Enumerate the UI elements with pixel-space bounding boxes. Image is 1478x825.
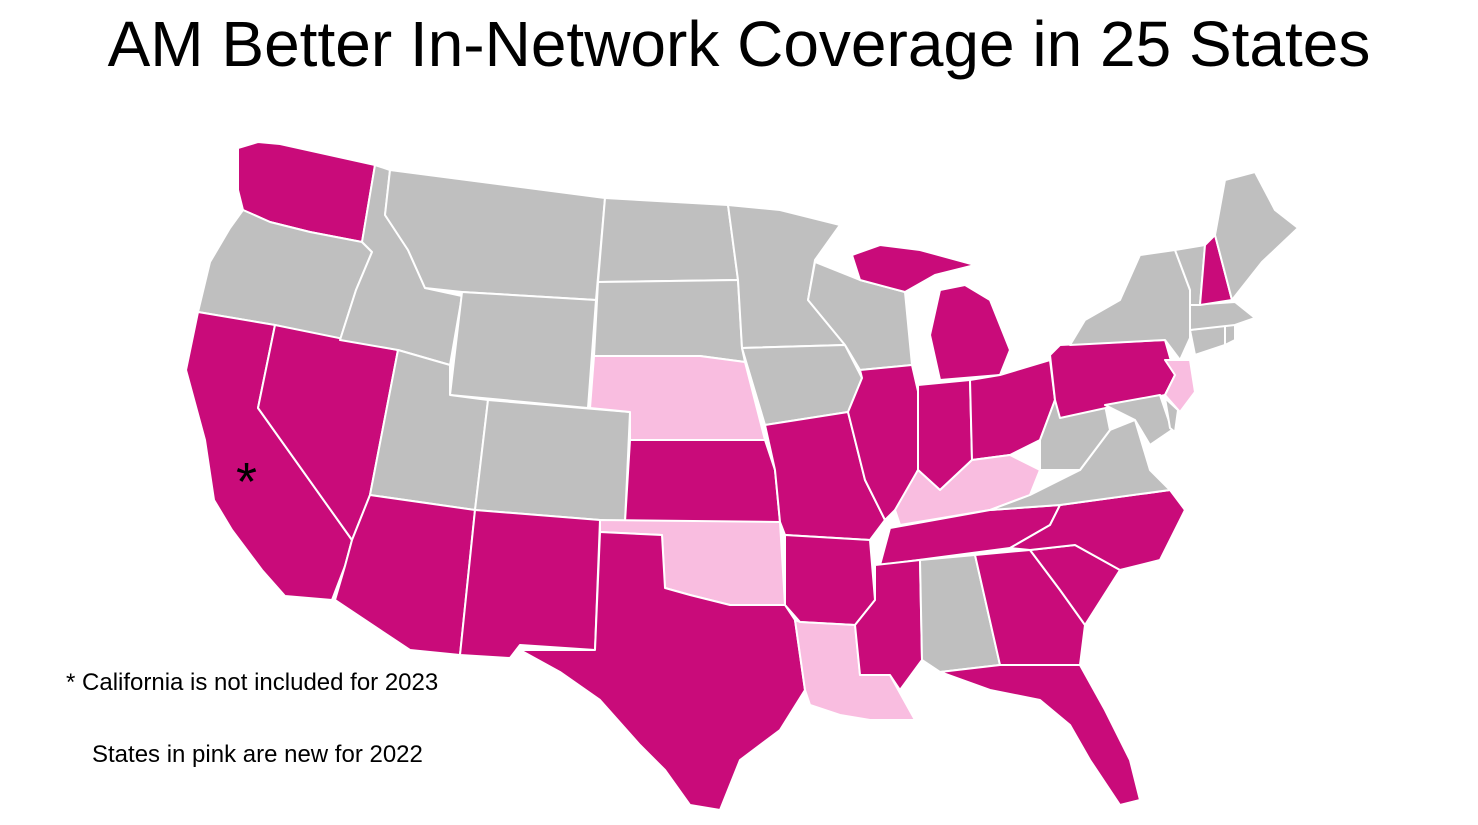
state-ME xyxy=(1214,171,1299,301)
state-SD xyxy=(593,279,746,363)
state-TX xyxy=(519,531,806,811)
state-NM xyxy=(459,509,601,659)
page-title: AM Better In-Network Coverage in 25 Stat… xyxy=(107,8,1371,80)
state-KS xyxy=(624,439,781,523)
california-asterisk: * xyxy=(236,452,258,512)
state-NC xyxy=(1009,489,1186,571)
state-MI-UP xyxy=(851,244,976,293)
states-layer xyxy=(185,141,1299,811)
state-KY xyxy=(894,454,1041,526)
new-states-footnote: States in pink are new for 2022 xyxy=(92,741,423,768)
state-MI xyxy=(929,284,1011,381)
state-NJ xyxy=(1164,359,1196,413)
state-MD xyxy=(1104,394,1173,446)
state-AR xyxy=(784,534,876,626)
state-FL xyxy=(939,664,1141,806)
state-ND xyxy=(597,197,739,283)
california-footnote: * California is not included for 2023 xyxy=(66,669,439,696)
state-MA xyxy=(1189,301,1256,331)
state-VT xyxy=(1174,244,1206,306)
state-IL xyxy=(847,364,921,521)
state-RI xyxy=(1224,324,1236,346)
state-CO xyxy=(474,399,631,523)
state-WY xyxy=(449,291,597,409)
state-DE xyxy=(1164,397,1179,433)
